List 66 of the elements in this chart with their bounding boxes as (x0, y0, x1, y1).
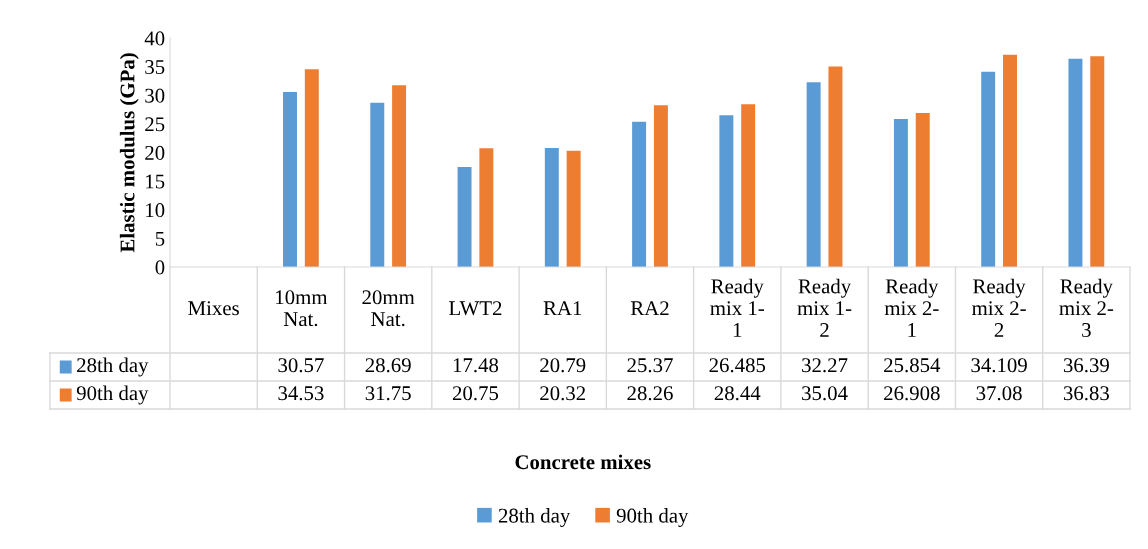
data-label: 36.83 (1063, 386, 1109, 401)
x-tick-label: RA2 (630, 301, 669, 316)
bar (915, 112, 930, 267)
x-tick-label: RA1 (543, 301, 582, 316)
legend-label: 28th day (77, 357, 149, 377)
data-label: 26.908 (884, 386, 940, 401)
data-label: 30.57 (278, 358, 324, 373)
bar (806, 82, 821, 267)
bar (893, 118, 908, 267)
bar (304, 69, 319, 267)
data-label: 28.26 (627, 386, 673, 401)
legend-label: 90th day (76, 385, 149, 405)
y-axis-title: Elastic modulus (GPa) (119, 53, 139, 253)
y-tick-label: 40 (144, 31, 165, 46)
data-label: 28.69 (365, 358, 411, 373)
x-tick-label: 20mm Nat. (362, 290, 415, 327)
data-label: 34.53 (278, 386, 324, 401)
bar (1003, 54, 1017, 267)
text: 90th day (616, 508, 689, 527)
text: Concrete mixes (515, 454, 651, 470)
bar (1068, 58, 1083, 267)
data-label: 31.75 (365, 386, 411, 401)
x-tick-label: Ready mix 2-1 (884, 278, 939, 337)
bar (719, 115, 734, 267)
y-tick-label: 30 (145, 88, 165, 103)
data-label: 20.75 (452, 386, 499, 401)
data-label: 25.854 (884, 358, 941, 373)
bar (544, 147, 559, 267)
bar (741, 104, 756, 267)
data-label: 28.44 (714, 386, 761, 401)
x-tick-label: Ready mix 2-2 (972, 278, 1026, 337)
bar (392, 85, 407, 267)
y-tick-label: 10 (146, 203, 165, 218)
data-label: 17.48 (453, 358, 499, 373)
y-tick-label: 15 (146, 174, 165, 189)
data-label: 35.04 (802, 386, 848, 401)
data-label: 34.109 (971, 358, 1027, 373)
x-tick-label: 10mm Nat. (276, 290, 328, 327)
y-tick-label: 25 (145, 117, 165, 132)
data-label: 37.08 (976, 386, 1022, 401)
bar (653, 105, 668, 267)
bar (828, 66, 843, 267)
bar (632, 121, 647, 267)
y-tick-label: 35 (145, 60, 165, 75)
bar (283, 91, 297, 267)
data-label: 32.27 (802, 358, 848, 373)
x-tick-label: Ready mix 1-1 (710, 278, 765, 337)
data-label: 20.32 (540, 386, 586, 401)
bar (981, 71, 996, 267)
x-tick-label: LWT2 (449, 301, 502, 316)
x-tick-label: Ready mix 1-2 (797, 278, 852, 337)
x-tick-label: Ready mix 2-3 (1059, 278, 1114, 338)
y-tick-label: 0 (155, 260, 165, 275)
x-tick-label: Mixes (188, 301, 239, 316)
text: 28th day (498, 508, 571, 527)
data-label: 36.39 (1063, 358, 1109, 373)
bar (479, 148, 494, 267)
y-tick-label: 20 (145, 145, 165, 160)
bar (370, 102, 385, 267)
bar (1090, 56, 1105, 267)
data-label: 20.79 (540, 358, 586, 373)
data-label: 26.485 (709, 358, 766, 373)
data-label: 25.37 (627, 358, 673, 373)
bar (457, 166, 472, 267)
y-tick-label: 5 (155, 231, 165, 246)
bar (566, 150, 581, 267)
